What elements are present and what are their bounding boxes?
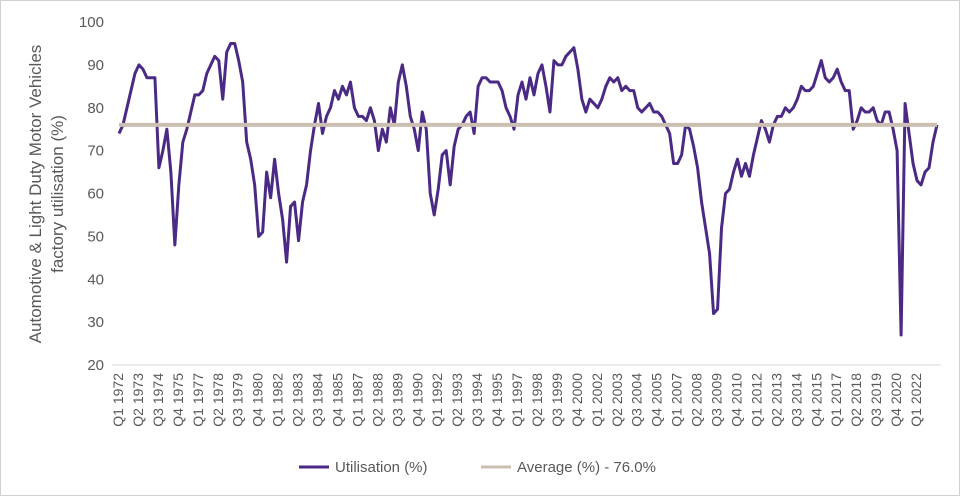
x-tick-label: Q2 2013 [768,373,784,427]
x-axis: Q1 1972 Q2 1973 Q3 1974 Q4 1975 Q1 1977 Q2 19… [110,364,941,427]
x-tick-label: Q3 2009 [709,373,725,427]
x-tick-label: Q4 2015 [808,373,824,427]
series-group [117,41,939,337]
x-tick-label: Q1 1997 [509,373,525,427]
x-tick-label: Q3 1989 [389,373,405,427]
y-tick-label: 60 [87,186,104,203]
x-tick-label: Q2 2003 [609,373,625,427]
x-tick-label: Q4 1975 [170,373,186,427]
x-tick-label: Q4 1985 [329,373,345,427]
x-tick-label: Q1 1977 [190,373,206,427]
x-tick-label: Q1 2012 [748,373,764,427]
x-tick-label: Q3 2004 [629,373,645,427]
x-tick-label: Q3 2019 [868,373,884,427]
x-tick-label: Q3 1974 [150,373,166,427]
y-axis-label: Automotive & Light Duty Motor Vehicles f… [26,45,67,344]
y-tick-label: 40 [87,271,104,288]
y-axis: 20 30 40 50 60 70 80 90 100 [79,14,104,374]
legend: Utilisation (%) Average (%) - 76.0% [299,459,656,476]
x-tick-label: Q1 1987 [349,373,365,427]
y-tick-label: 50 [87,228,104,245]
x-tick-label: Q1 2017 [828,373,844,427]
x-tick-label: Q3 1984 [310,373,326,427]
x-tick-label: Q4 1995 [489,373,505,427]
legend-label-utilisation: Utilisation (%) [335,459,428,476]
x-tick-label: Q1 1972 [110,373,126,427]
x-tick-label: Q1 1982 [270,373,286,427]
y-tick-label: 90 [87,57,104,74]
y-tick-label: 100 [79,14,104,31]
x-tick-label: Q4 1980 [250,373,266,427]
y-tick-label: 80 [87,100,104,117]
x-tick-label: Q1 2007 [669,373,685,427]
x-tick-label: Q2 1993 [449,373,465,427]
x-tick-label: Q2 1998 [529,373,545,427]
x-tick-label: Q2 2008 [689,373,705,427]
x-tick-label: Q2 1988 [369,373,385,427]
y-tick-label: 30 [87,314,104,331]
x-tick-label: Q3 1994 [469,373,485,427]
y-axis-label-line-1: Automotive & Light Duty Motor Vehicles [26,45,45,344]
x-tick-label: Q1 1992 [429,373,445,427]
x-tick-label: Q3 2014 [788,373,804,427]
y-tick-label: 20 [87,357,104,374]
x-tick-label: Q3 1979 [230,373,246,427]
y-tick-label: 70 [87,143,104,160]
x-tick-label: Q4 1990 [409,373,425,427]
x-tick-label: Q3 1999 [549,373,565,427]
x-tick-label: Q4 2005 [649,373,665,427]
legend-label-average: Average (%) - 76.0% [517,459,656,476]
x-tick-label: Q2 2018 [848,373,864,427]
x-tick-label: Q4 2010 [728,373,744,427]
x-tick-label: Q1 2002 [589,373,605,427]
y-axis-label-line-2: factory utilisation (%) [48,115,67,273]
series-line-utilisation [117,41,939,337]
x-tick-label: Q2 1983 [290,373,306,427]
x-tick-label: Q2 1973 [130,373,146,427]
x-tick-label: Q1 2022 [908,373,924,427]
x-tick-label: Q2 1978 [210,373,226,427]
x-tick-label: Q4 2020 [888,373,904,427]
x-tick-label: Q4 2000 [569,373,585,427]
